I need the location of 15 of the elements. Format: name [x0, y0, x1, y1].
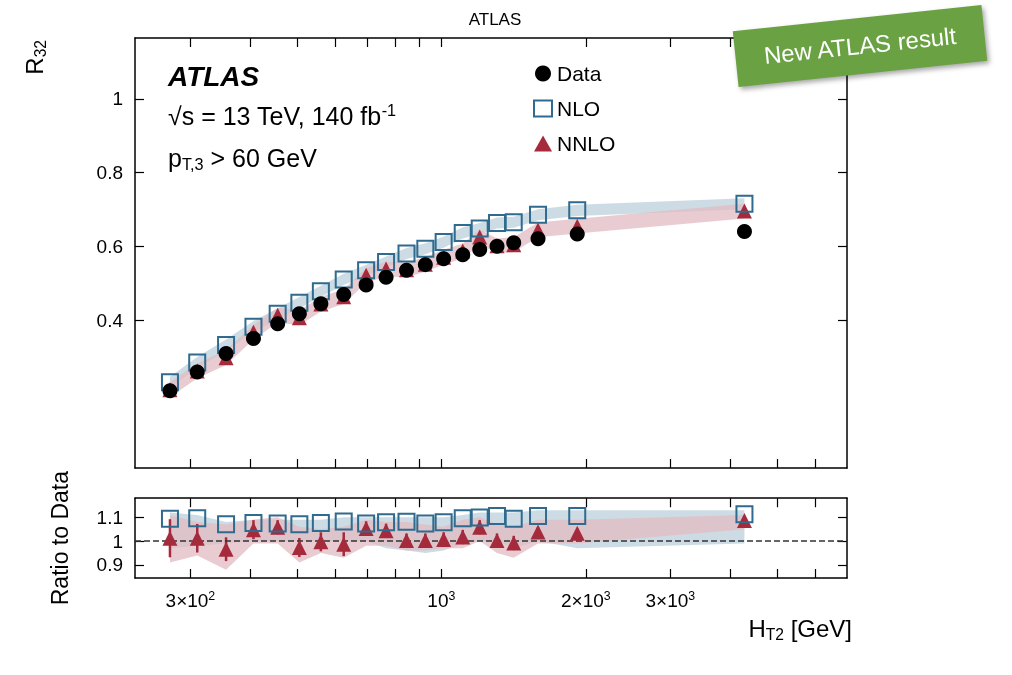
- annotation: ATLAS: [167, 60, 260, 92]
- y-tick-label: 0.9: [96, 554, 123, 576]
- y-tick-label: 1: [112, 530, 123, 552]
- y-tick-label: 1.1: [96, 506, 123, 528]
- y-tick-label: 0.6: [96, 236, 123, 258]
- legend-label: Data: [557, 62, 602, 85]
- y-tick-label: 0.8: [96, 162, 123, 184]
- legend-label: NNLO: [557, 132, 616, 155]
- y-tick-label: 0.4: [96, 309, 124, 331]
- y-axis-title: Ratio to Data: [47, 470, 73, 606]
- chart-title: ATLAS: [468, 10, 522, 29]
- sticker: New ATLAS result: [732, 5, 988, 87]
- y-axis-title: R32: [20, 39, 49, 75]
- y-tick-label: 1: [112, 88, 123, 110]
- legend-label: NLO: [557, 97, 601, 120]
